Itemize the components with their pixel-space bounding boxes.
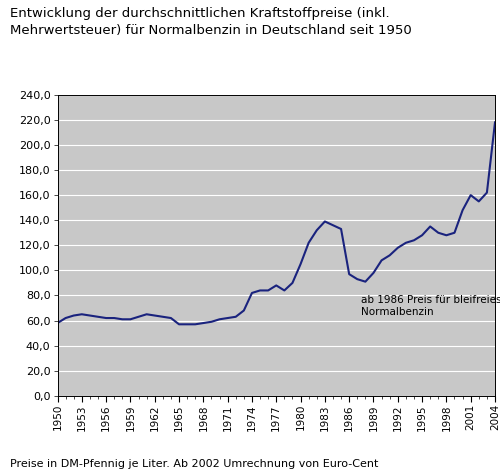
Text: Entwicklung der durchschnittlichen Kraftstoffpreise (inkl.: Entwicklung der durchschnittlichen Kraft… [10, 7, 390, 20]
Text: Preise in DM-Pfennig je Liter. Ab 2002 Umrechnung von Euro-Cent: Preise in DM-Pfennig je Liter. Ab 2002 U… [10, 459, 378, 469]
Text: Mehrwertsteuer) für Normalbenzin in Deutschland seit 1950: Mehrwertsteuer) für Normalbenzin in Deut… [10, 24, 412, 36]
Text: ab 1986 Preis für bleifreies
Normalbenzin: ab 1986 Preis für bleifreies Normalbenzi… [362, 295, 500, 317]
